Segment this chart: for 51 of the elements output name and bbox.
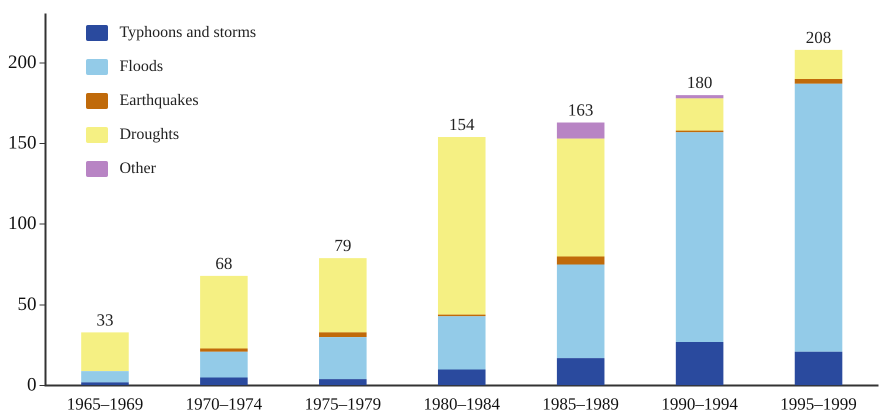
legend-label: Floods: [120, 58, 164, 76]
bar: [794, 78, 842, 84]
bar: [676, 95, 724, 98]
bar: [319, 379, 367, 386]
bar: [676, 342, 724, 386]
bar: [556, 122, 604, 139]
bar: [81, 332, 129, 372]
x-tick-label: 1970–1974: [186, 394, 263, 414]
bar: [794, 50, 842, 79]
bar: [438, 137, 486, 315]
bar: [81, 382, 129, 386]
bar: [794, 84, 842, 352]
y-tick-label: 100: [8, 213, 36, 234]
x-tick-label: 1995–1999: [780, 394, 857, 414]
bar: [319, 332, 367, 338]
bar: [200, 378, 248, 386]
total-label: 33: [96, 310, 114, 330]
bar: [438, 316, 486, 370]
x-tick-label: 1985–1989: [542, 394, 619, 414]
total-label: 180: [686, 73, 712, 92]
total-label: 154: [449, 115, 475, 134]
bar: [319, 258, 367, 332]
bar: [200, 352, 248, 378]
y-tick-label: 200: [8, 52, 36, 73]
bar: [556, 264, 604, 358]
bar: [676, 98, 724, 131]
total-label: 163: [568, 100, 594, 120]
bar: [556, 358, 604, 386]
x-tick-label: 1980–1984: [424, 394, 500, 414]
x-tick-label: 1990–1994: [661, 394, 738, 414]
legend-label: Droughts: [120, 126, 180, 144]
bar: [200, 276, 248, 348]
y-tick-label: 50: [18, 294, 36, 315]
total-label: 208: [806, 28, 832, 47]
legend-label: Earthquakes: [120, 92, 199, 110]
bar: [81, 371, 129, 382]
bar: [676, 132, 724, 342]
bar: [556, 256, 604, 265]
x-tick-label: 1975–1979: [304, 394, 382, 414]
x-tick-label: 1965–1969: [66, 394, 144, 414]
legend-label: Typhoons and storms: [120, 24, 256, 42]
total-label: 79: [334, 236, 352, 256]
total-label: 68: [215, 254, 232, 273]
bar: [319, 337, 367, 380]
y-tick-label: 150: [8, 132, 36, 154]
bar: [438, 369, 486, 386]
bar: [200, 348, 248, 352]
y-tick-label: 0: [27, 374, 36, 396]
bar: [556, 138, 604, 256]
legend-label: Other: [120, 160, 156, 178]
bar: [794, 352, 842, 386]
